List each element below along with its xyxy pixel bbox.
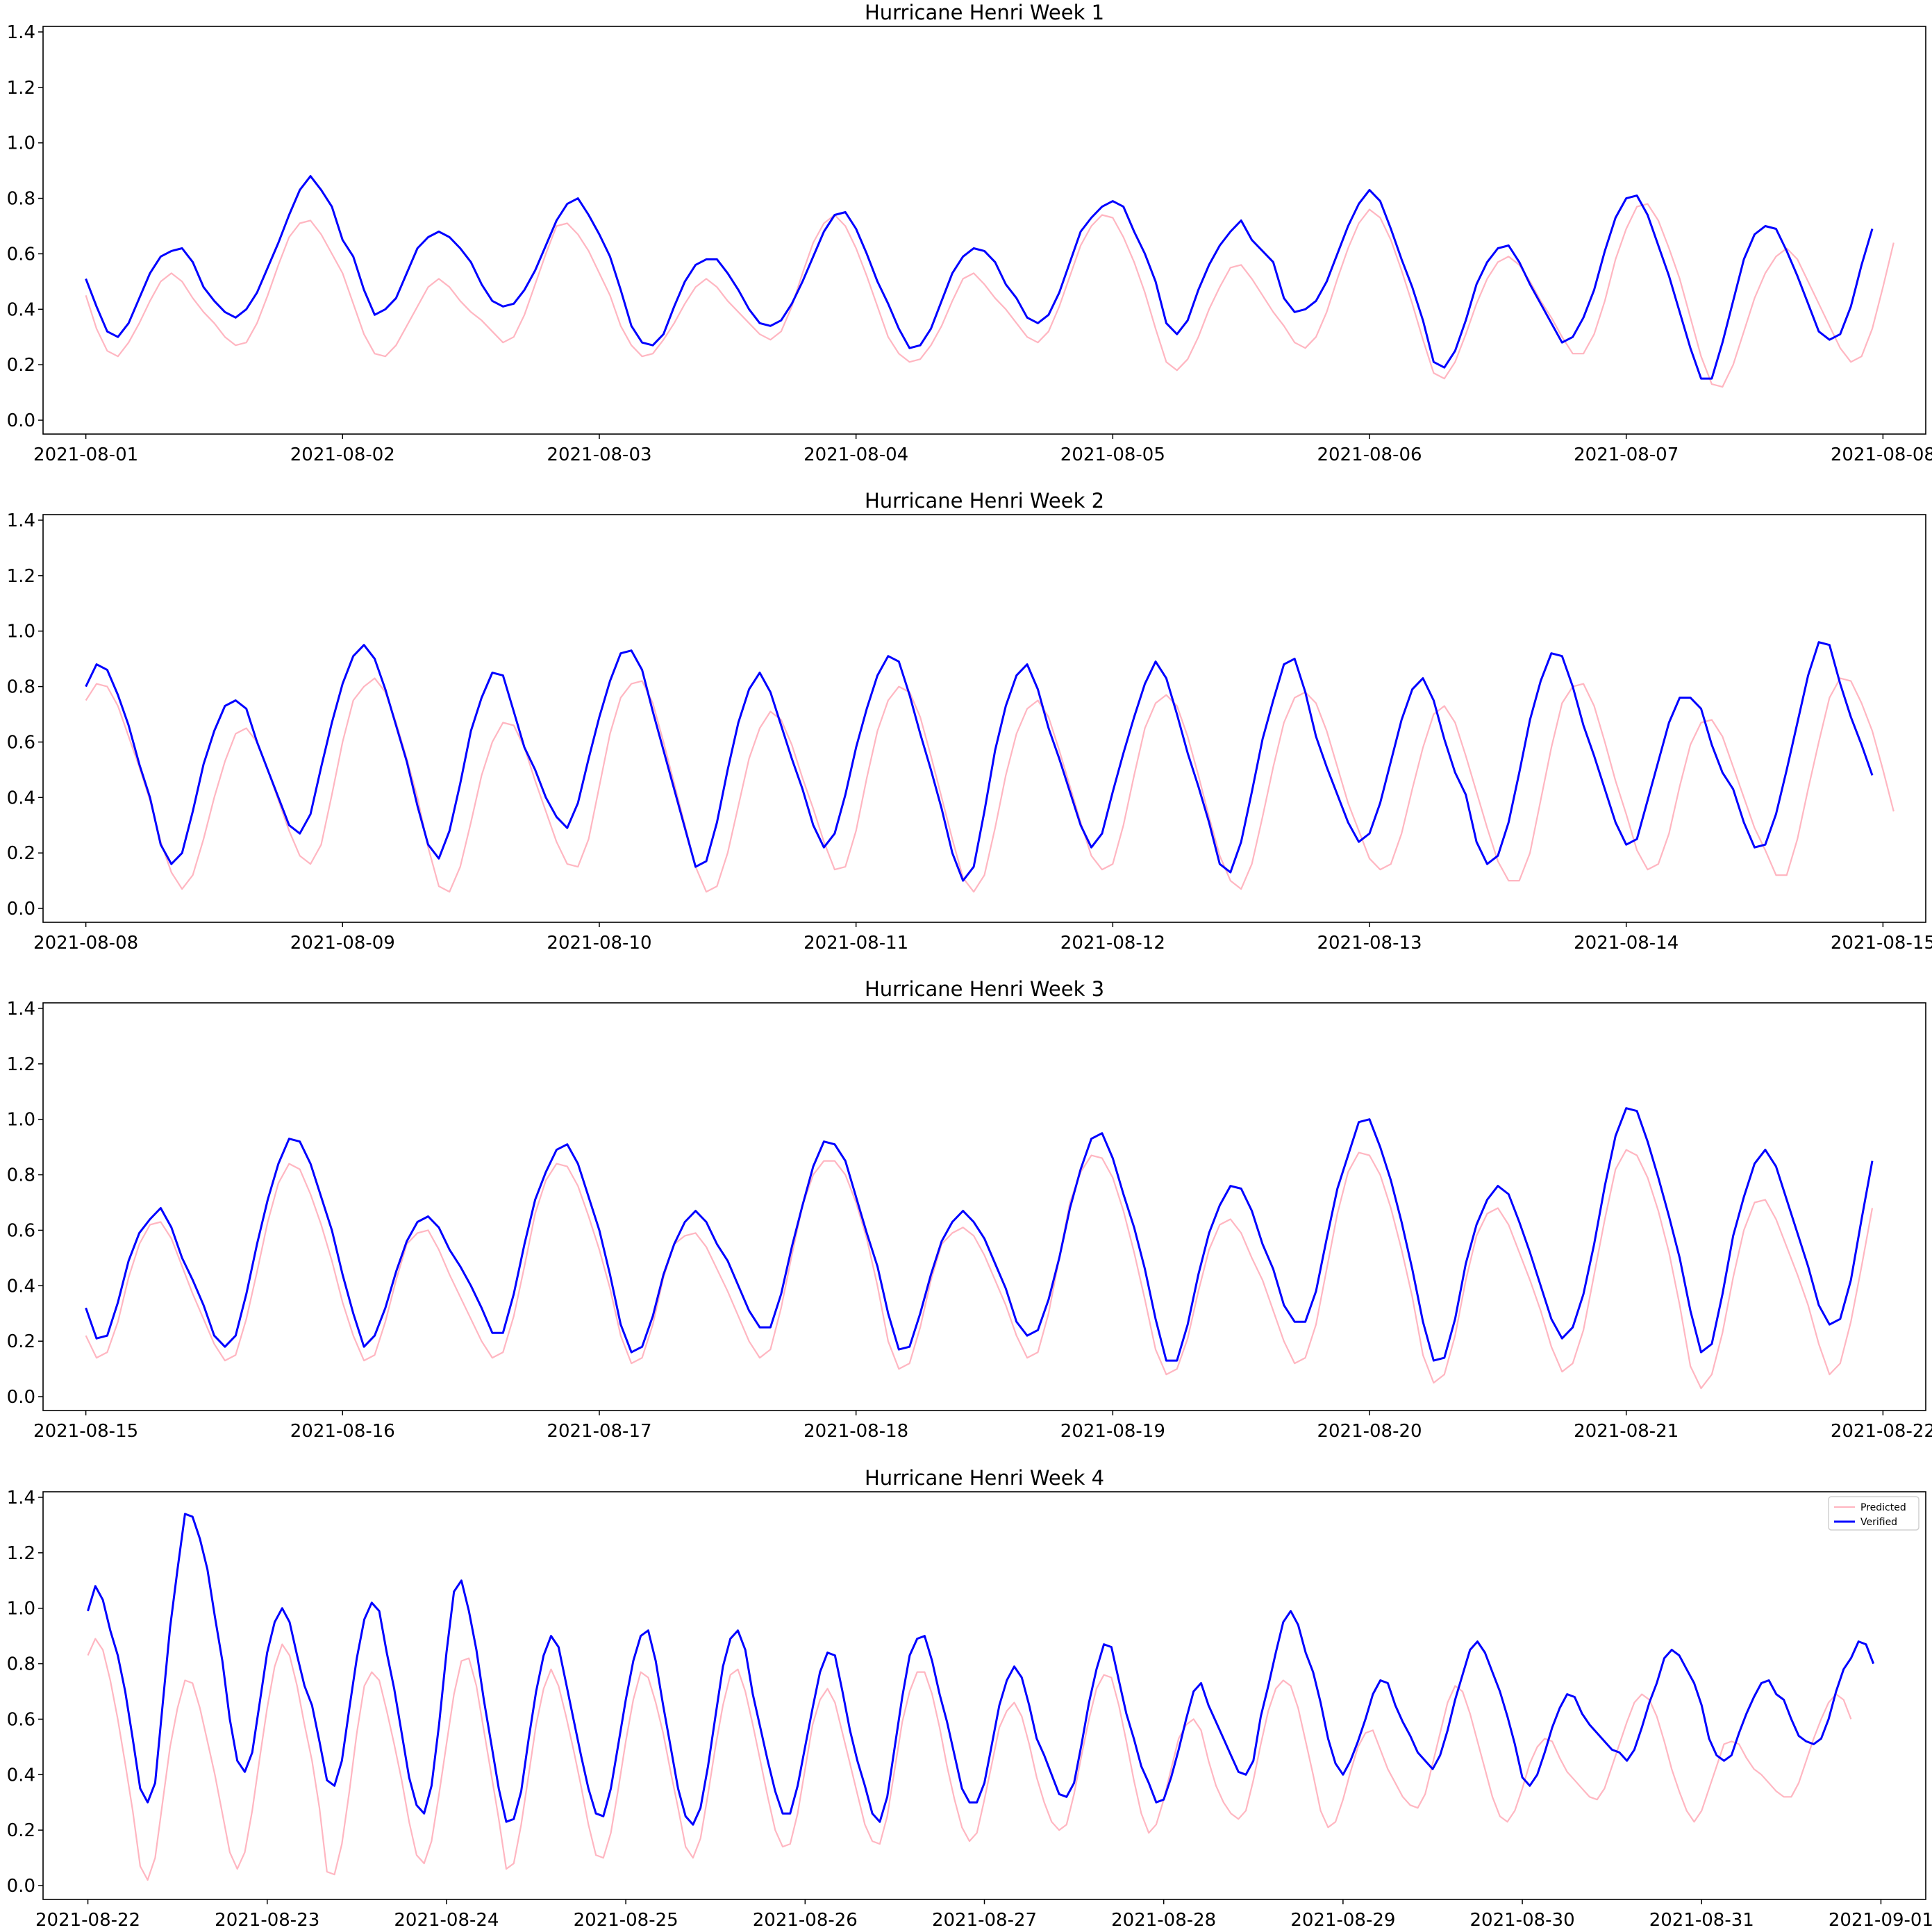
chart-panel-4: Hurricane Henri Week 4 0.0 0.2 0.4 0.6 0.8 1.0… (7, 1466, 1932, 1930)
chart-panel-2: Hurricane Henri Week 2 0.0 0.2 0.4 0.6 0.8 1.0… (7, 489, 1932, 954)
chart-panel-3: Hurricane Henri Week 3 0.0 0.2 0.4 0.6 0.8 1.0… (7, 977, 1932, 1442)
x-tick-label: 2021-08-28 (1111, 1910, 1216, 1930)
x-tick-label: 2021-08-14 (1574, 933, 1679, 954)
plot-frame (42, 26, 1926, 435)
y-tick-label: 0.2 (7, 1331, 35, 1352)
y-tick-label: 0.4 (7, 1276, 35, 1297)
y-tick-label: 0.8 (7, 1654, 35, 1675)
x-tick-label: 2021-08-22 (35, 1910, 140, 1930)
x-tick-label: 2021-08-27 (932, 1910, 1037, 1930)
legend-label-verified: Verified (1860, 1517, 1897, 1528)
plot-frame (42, 514, 1926, 923)
x-tick-label: 2021-09-01 (1829, 1910, 1932, 1930)
x-tick-label: 2021-08-07 (1574, 444, 1679, 465)
x-tick-label: 2021-08-16 (290, 1421, 395, 1442)
y-tick-label: 0.0 (7, 1387, 35, 1408)
y-tick-label: 0.0 (7, 1876, 35, 1897)
y-tick-label: 1.4 (7, 999, 35, 1020)
plot-frame (42, 1002, 1926, 1411)
x-tick-label: 2021-08-22 (1831, 1421, 1932, 1442)
x-tick-label: 2021-08-30 (1470, 1910, 1575, 1930)
y-tick-label: 1.2 (7, 78, 35, 99)
chart-panel-1: Hurricane Henri Week 1 0.0 0.2 0.4 0.6 0.8 1.0… (7, 1, 1932, 465)
y-tick-label: 0.2 (7, 355, 35, 376)
x-tick-label: 2021-08-11 (803, 933, 908, 954)
y-tick-label: 0.6 (7, 1709, 35, 1730)
series-line-verified (85, 1107, 1874, 1362)
x-tick-label: 2021-08-18 (803, 1421, 908, 1442)
y-tick-label: 1.4 (7, 1488, 35, 1508)
series-line-predicted (85, 203, 1894, 388)
y-tick-label: 1.2 (7, 1054, 35, 1075)
x-tick-label: 2021-08-24 (394, 1910, 499, 1930)
y-tick-label: 0.2 (7, 1820, 35, 1841)
series-line-predicted (87, 1638, 1852, 1881)
y-tick-label: 0.6 (7, 1220, 35, 1241)
series-line-verified (85, 175, 1874, 380)
series-line-verified (85, 641, 1874, 882)
chart-title: Hurricane Henri Week 2 (865, 489, 1104, 513)
x-tick-label: 2021-08-10 (547, 933, 651, 954)
x-tick-label: 2021-08-20 (1317, 1421, 1422, 1442)
x-tick-label: 2021-08-08 (1831, 444, 1932, 465)
y-tick-label: 0.0 (7, 410, 35, 431)
x-tick-label: 2021-08-19 (1060, 1421, 1165, 1442)
y-tick-label: 1.2 (7, 566, 35, 587)
y-tick-label: 0.6 (7, 732, 35, 753)
y-tick-label: 1.0 (7, 622, 35, 642)
x-tick-label: 2021-08-25 (574, 1910, 678, 1930)
x-tick-label: 2021-08-13 (1317, 933, 1422, 954)
series-line-verified (87, 1513, 1875, 1826)
x-tick-label: 2021-08-31 (1649, 1910, 1754, 1930)
x-tick-label: 2021-08-05 (1060, 444, 1165, 465)
x-tick-label: 2021-08-04 (803, 444, 908, 465)
y-tick-label: 1.0 (7, 133, 35, 154)
y-tick-label: 1.0 (7, 1110, 35, 1131)
chart-title: Hurricane Henri Week 4 (865, 1466, 1104, 1490)
y-tick-label: 0.4 (7, 788, 35, 808)
y-tick-label: 0.4 (7, 299, 35, 320)
y-tick-label: 0.8 (7, 1165, 35, 1186)
y-tick-label: 0.8 (7, 189, 35, 210)
chart-title: Hurricane Henri Week 1 (865, 1, 1104, 24)
y-tick-label: 1.2 (7, 1543, 35, 1564)
x-tick-label: 2021-08-12 (1060, 933, 1165, 954)
x-tick-label: 2021-08-15 (33, 1421, 138, 1442)
x-tick-label: 2021-08-26 (753, 1910, 858, 1930)
y-tick-label: 1.4 (7, 510, 35, 531)
legend-label-predicted: Predicted (1860, 1502, 1906, 1513)
y-tick-label: 1.0 (7, 1599, 35, 1620)
x-tick-label: 2021-08-08 (33, 933, 138, 954)
y-tick-label: 0.4 (7, 1765, 35, 1786)
x-tick-label: 2021-08-03 (547, 444, 651, 465)
y-tick-label: 1.4 (7, 22, 35, 43)
y-tick-label: 0.6 (7, 244, 35, 265)
x-tick-label: 2021-08-29 (1290, 1910, 1395, 1930)
x-tick-label: 2021-08-01 (33, 444, 138, 465)
x-tick-label: 2021-08-02 (290, 444, 395, 465)
x-tick-label: 2021-08-06 (1317, 444, 1422, 465)
x-tick-label: 2021-08-17 (547, 1421, 651, 1442)
y-tick-label: 0.2 (7, 843, 35, 864)
x-tick-label: 2021-08-21 (1574, 1421, 1679, 1442)
y-tick-label: 0.8 (7, 677, 35, 698)
legend: Predicted Verified (1828, 1496, 1919, 1531)
chart-title: Hurricane Henri Week 3 (865, 977, 1104, 1001)
series-line-predicted (85, 1149, 1874, 1390)
x-tick-label: 2021-08-15 (1831, 933, 1932, 954)
x-tick-label: 2021-08-23 (215, 1910, 319, 1930)
x-tick-label: 2021-08-09 (290, 933, 395, 954)
y-tick-label: 0.0 (7, 899, 35, 920)
